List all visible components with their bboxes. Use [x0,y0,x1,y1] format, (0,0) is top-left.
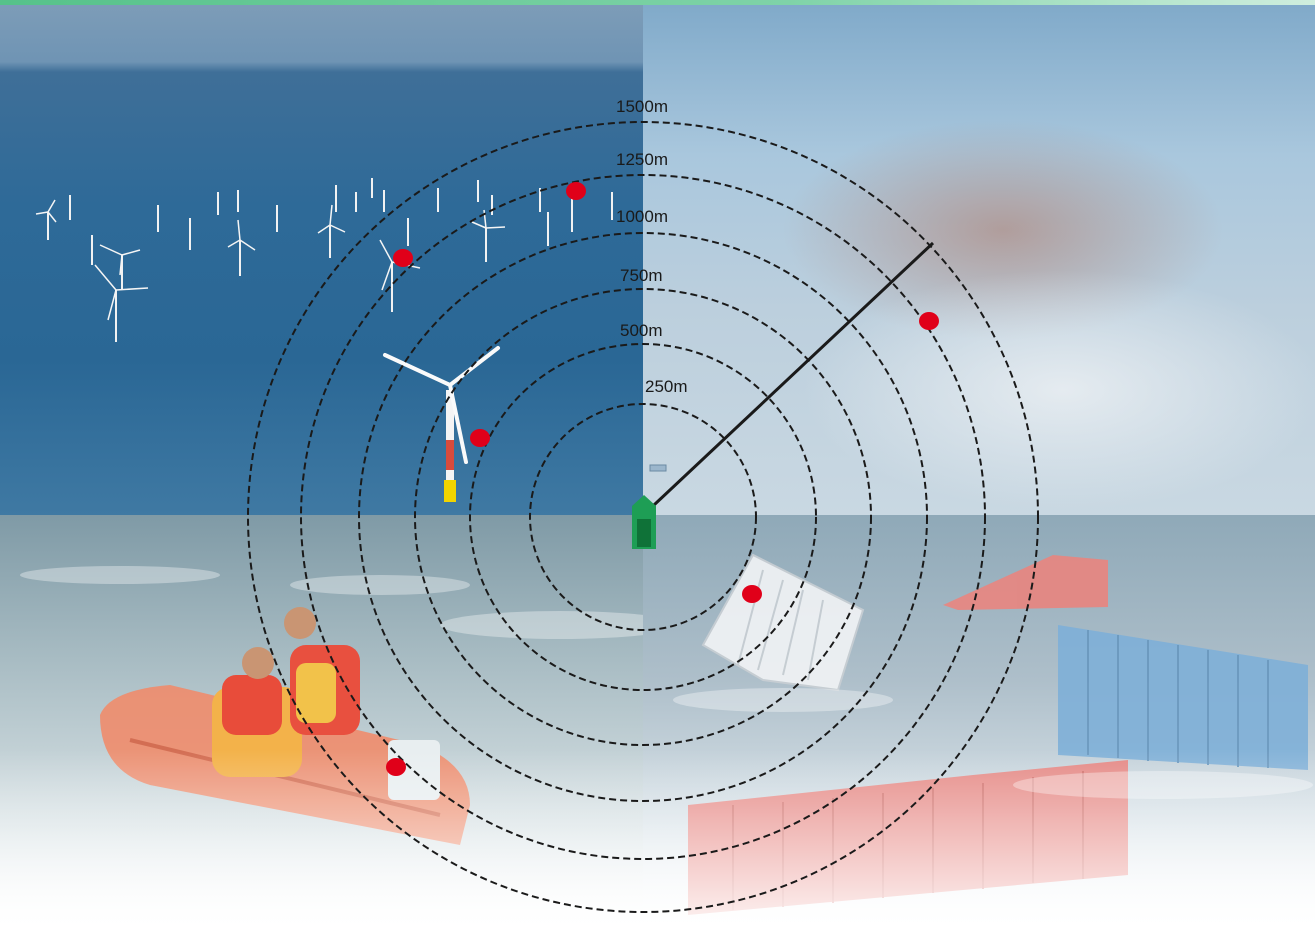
range-label-500m: 500m [620,321,663,340]
rescue-boat-scene [0,515,643,929]
target-marker [386,758,406,776]
target-marker [470,429,490,447]
range-ring-1000m [358,232,928,802]
sky-scene [643,0,1315,515]
range-label-1250m: 1250m [616,150,668,169]
small-marker-icon [649,464,667,472]
range-label-250m: 250m [645,377,688,396]
range-labels: 250m 500m 750m 1000m 1250m 1500m [616,97,688,396]
range-rings [247,121,1039,913]
target-marker [566,182,586,200]
vessel-icon [632,495,656,549]
target-markers [386,182,939,776]
target-marker [393,249,413,267]
range-ring-1500m [247,121,1039,913]
wind-turbines-illustration [35,178,613,502]
bearing-line [652,241,935,507]
range-label-1500m: 1500m [616,97,668,116]
wind-farm-scene [0,0,643,515]
target-marker [919,312,939,330]
range-ring-250m [529,403,757,631]
range-ring-500m [469,343,817,691]
range-ring-750m [414,288,872,746]
range-label-750m: 750m [620,266,663,285]
target-marker [742,585,762,603]
range-label-1000m: 1000m [616,207,668,226]
top-accent-bar [0,0,1315,5]
range-ring-1250m [300,174,986,860]
